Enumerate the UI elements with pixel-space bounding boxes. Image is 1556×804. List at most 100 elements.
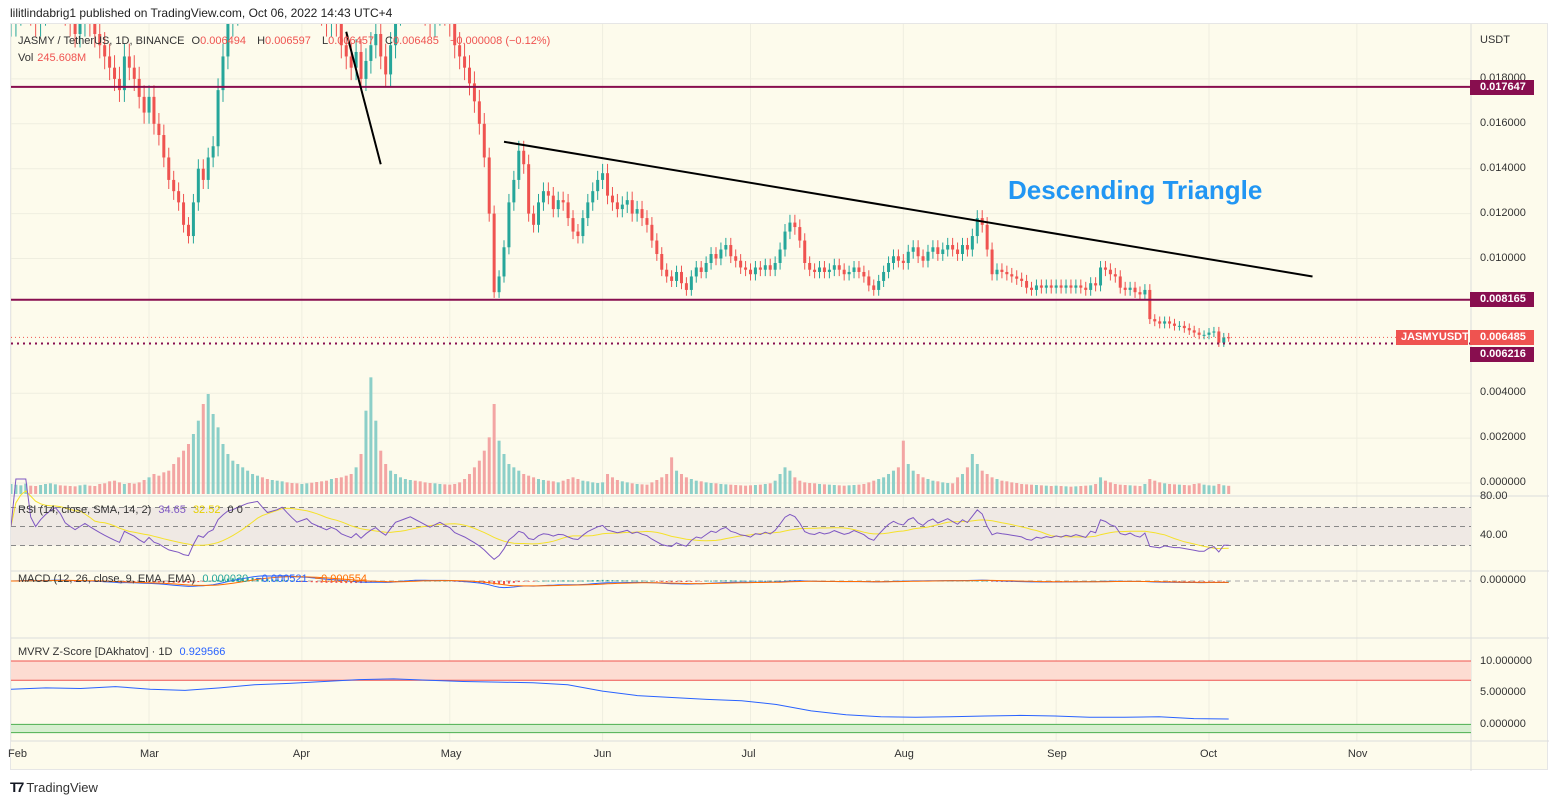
volume-bar xyxy=(635,484,639,494)
candle xyxy=(482,123,486,158)
volume-bar xyxy=(44,484,48,494)
volume-bar xyxy=(684,477,688,494)
macd-histogram-bar xyxy=(493,581,496,585)
macd-histogram-bar xyxy=(197,581,200,583)
volume-bar xyxy=(625,482,629,494)
time-tick: Feb xyxy=(8,748,27,760)
candle xyxy=(985,224,989,250)
volume-bar xyxy=(1192,484,1196,494)
macd-histogram-bar xyxy=(207,580,210,582)
volume-bar xyxy=(591,482,595,494)
candle xyxy=(965,245,969,250)
candle xyxy=(783,231,787,250)
chart-canvas[interactable] xyxy=(11,24,1549,771)
macd-histogram-bar xyxy=(991,581,994,582)
candle xyxy=(808,262,812,270)
volume-bar xyxy=(596,483,600,494)
candle xyxy=(374,34,378,46)
macd-histogram-bar xyxy=(305,581,308,582)
candle xyxy=(458,45,462,57)
macd-histogram-bar xyxy=(641,580,644,582)
candle xyxy=(852,267,856,272)
candle xyxy=(349,56,353,68)
symbol-name[interactable]: JASMY / TetherUS, 1D, BINANCE xyxy=(18,35,185,47)
volume-bar xyxy=(606,474,610,494)
macd-histogram-bar xyxy=(64,580,67,582)
volume-bar xyxy=(1212,485,1216,494)
macd-histogram-bar xyxy=(182,581,185,583)
macd-label[interactable]: MACD (12, 26, close, 9, EMA, EMA) xyxy=(18,573,196,585)
volume-bar xyxy=(108,481,112,494)
volume-bar xyxy=(413,480,417,494)
price-pane xyxy=(11,24,1471,494)
candle xyxy=(103,45,107,57)
volume-bar xyxy=(689,479,693,494)
volume-bar xyxy=(285,482,289,494)
low-label: L xyxy=(321,35,329,47)
candle xyxy=(142,96,146,113)
mvrv-label[interactable]: MVRV Z-Score [DAkhatov] · 1D xyxy=(18,646,173,658)
volume-bar xyxy=(1010,482,1014,494)
volume-bar xyxy=(571,477,575,494)
candle xyxy=(93,24,97,34)
volume-bar xyxy=(186,444,190,494)
candle xyxy=(472,83,476,102)
volume-bar xyxy=(813,483,817,494)
candle xyxy=(822,267,826,272)
price-tick: 0.004000 xyxy=(1480,386,1526,399)
candle xyxy=(931,247,935,252)
macd-histogram-bar xyxy=(241,577,244,582)
macd-histogram-bar xyxy=(138,581,141,583)
macd-histogram-bar xyxy=(749,580,752,582)
volume-bar xyxy=(305,483,309,494)
last-price-badge: 0.006485 xyxy=(1470,330,1534,345)
macd-histogram-bar xyxy=(1178,581,1181,582)
volume-bar xyxy=(1168,484,1172,494)
macd-histogram-bar xyxy=(670,581,673,583)
volume-bar xyxy=(1015,483,1019,494)
candle xyxy=(561,200,565,203)
volume-bar xyxy=(177,457,181,494)
macd-histogram-bar xyxy=(340,581,343,583)
macd-histogram-bar xyxy=(1222,581,1225,582)
rsi-label[interactable]: RSI (14, close, SMA, 14, 2) xyxy=(18,504,152,516)
volume-bar xyxy=(374,420,378,494)
volume-bar xyxy=(1128,485,1132,494)
volume-bar xyxy=(1133,485,1137,494)
macd-histogram-bar xyxy=(700,581,703,582)
volume-bar xyxy=(137,482,141,494)
candle xyxy=(127,56,131,68)
volume-bar xyxy=(507,464,511,494)
candle xyxy=(803,240,807,263)
volume-bar xyxy=(744,485,748,494)
volume-bar xyxy=(911,470,915,494)
pattern-annotation[interactable]: Descending Triangle xyxy=(1008,175,1263,205)
macd-histogram-bar xyxy=(576,580,579,582)
volume-bar xyxy=(857,484,861,494)
candle xyxy=(1005,271,1009,275)
volume-bar xyxy=(581,480,585,494)
candle xyxy=(729,245,733,257)
high-value: H0.006597 xyxy=(257,35,315,47)
tradingview-logo[interactable]: T7 TradingView xyxy=(10,779,98,795)
volume-bar xyxy=(975,464,979,494)
macd-histogram-bar xyxy=(1217,581,1220,582)
volume-bar xyxy=(487,437,491,494)
macd-histogram-bar xyxy=(710,580,713,582)
volume-bar xyxy=(418,481,422,494)
volume-bar xyxy=(1187,485,1191,494)
candle xyxy=(477,101,481,124)
volume-bar xyxy=(739,485,743,494)
candle xyxy=(1044,285,1048,288)
volume-bar xyxy=(53,484,57,494)
macd-histogram-bar xyxy=(714,580,717,582)
time-tick: Oct xyxy=(1199,748,1218,760)
volume-bar xyxy=(1000,480,1004,494)
volume-bar xyxy=(11,484,13,494)
open-number: 0.006494 xyxy=(200,35,246,47)
macd-histogram-bar xyxy=(631,580,634,582)
volume-bar xyxy=(384,464,388,494)
chart-area[interactable] xyxy=(10,23,1549,771)
macd-histogram-bar xyxy=(616,580,619,582)
time-tick: Sep xyxy=(1047,748,1067,760)
